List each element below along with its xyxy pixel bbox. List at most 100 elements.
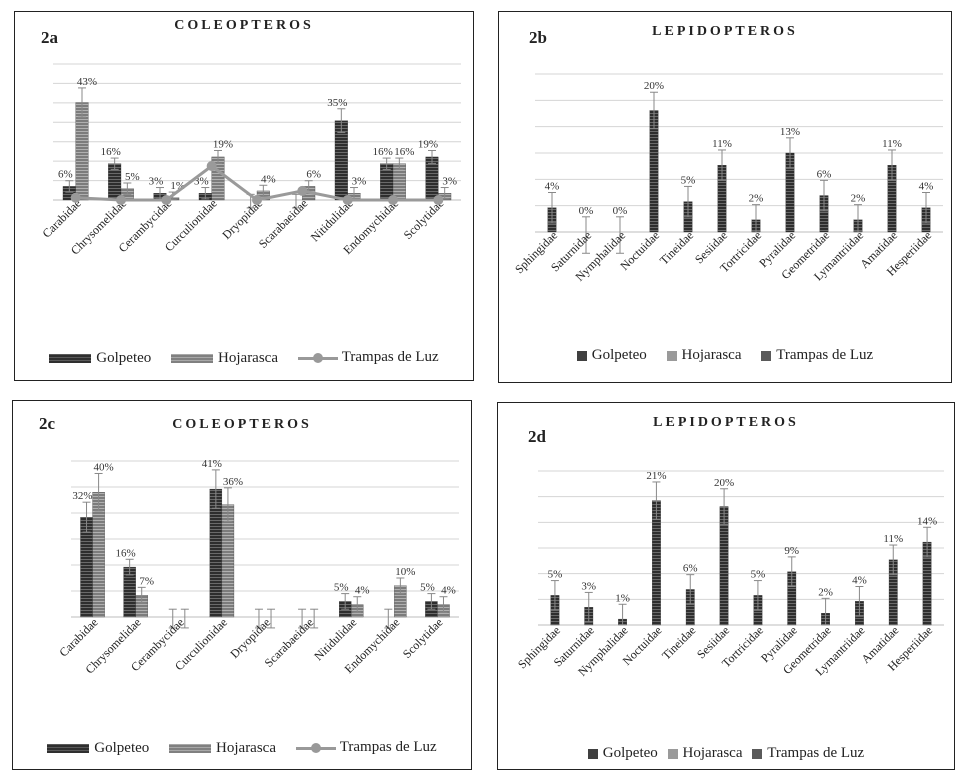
legend-swatch-hojarasca xyxy=(667,748,678,759)
legend-swatch-trampas xyxy=(295,742,336,753)
legend-label: Hojarasca xyxy=(681,347,742,363)
category-label: Scarabaeidae xyxy=(256,196,311,251)
legend-label: Hojarasca xyxy=(218,349,278,366)
data-label: 32% xyxy=(72,490,92,502)
data-label: 2% xyxy=(851,193,866,205)
data-label: 20% xyxy=(714,477,734,489)
data-label: 11% xyxy=(712,138,732,150)
data-label: 5% xyxy=(681,174,696,186)
chart-title: LEPIDOPTEROS xyxy=(652,24,798,39)
series-point xyxy=(206,161,217,171)
data-label: 11% xyxy=(883,533,903,545)
chart-panel-2b: 2b LEPIDOPTEROS 4% Sphingidae 0% Saturnidae… xyxy=(498,11,952,383)
data-label: 14% xyxy=(917,515,937,527)
category-label: Carabidae xyxy=(39,196,83,240)
legend-item-trampas: Trampas de Luz xyxy=(295,739,437,756)
legend-label: Golpeteo xyxy=(591,347,647,363)
legend-label: Trampas de Luz xyxy=(339,739,437,755)
legend-item-trampas: Trampas de Luz xyxy=(752,745,864,762)
data-label: 36% xyxy=(223,476,243,488)
legend-label: Hojarasca xyxy=(216,739,276,756)
data-label: 6% xyxy=(683,563,698,575)
legend-label: Trampas de Luz xyxy=(767,745,865,761)
data-label: 4% xyxy=(355,585,370,597)
legend-swatch-golpeteo xyxy=(576,350,587,361)
legend-swatch-golpeteo xyxy=(47,743,90,753)
data-label: 16% xyxy=(116,547,136,559)
data-label: 3% xyxy=(352,176,367,188)
legend-item-trampas: Trampas de Luz xyxy=(761,347,873,364)
chart-plot: 5%Sphingidae3%Saturnidae1%Nymphalidae21%… xyxy=(515,470,944,679)
legend-swatch-trampas xyxy=(752,748,763,759)
data-label: 3% xyxy=(194,176,209,188)
legend-label: Trampas de Luz xyxy=(341,349,439,365)
data-label: 5% xyxy=(548,569,563,581)
data-label: 2% xyxy=(749,193,764,205)
legend-item-hojarasca: Hojarasca xyxy=(666,347,742,364)
data-label: 16% xyxy=(394,146,414,158)
data-label: 43% xyxy=(77,76,97,88)
category-label: Scolytidae xyxy=(400,615,446,661)
legend-item-trampas: Trampas de Luz xyxy=(297,349,439,366)
data-label: 3% xyxy=(442,176,457,188)
panel-label: 2b xyxy=(529,28,547,47)
data-label: 0% xyxy=(613,205,628,217)
category-label: Carabidae xyxy=(56,615,100,659)
legend-item-hojarasca: Hojarasca xyxy=(169,740,276,757)
chart-plot: 4%Sphingidae0%Saturnidae0%Nymphalidae20%… xyxy=(512,73,943,284)
data-label: 7% xyxy=(139,575,154,587)
series-point xyxy=(161,195,172,205)
data-label: 5% xyxy=(334,582,349,594)
series-point xyxy=(116,195,126,205)
chart-plot: 32%40%Carabidae16%7%ChrysomelidaeCeramby… xyxy=(56,458,459,676)
data-label: 9% xyxy=(784,545,799,557)
legend-label: Golpeteo xyxy=(96,349,152,366)
legend-item-hojarasca: Hojarasca xyxy=(171,350,278,367)
data-label: 19% xyxy=(418,138,438,150)
legend-swatch-hojarasca xyxy=(666,350,677,361)
data-label: 0% xyxy=(579,205,594,217)
legend-swatch-trampas xyxy=(761,350,772,361)
data-label: 5% xyxy=(420,582,435,594)
data-label: 4% xyxy=(852,575,867,587)
data-label: 4% xyxy=(261,173,276,185)
data-label: 4% xyxy=(919,181,934,193)
category-label: Tineidae xyxy=(659,623,698,662)
category-label: Tineidae xyxy=(657,228,696,267)
legend-swatch-hojarasca xyxy=(171,353,214,363)
legend-item-golpeteo: Golpeteo xyxy=(47,740,149,757)
data-label: 6% xyxy=(58,169,73,181)
panel-label: 2d xyxy=(528,427,546,446)
series-point xyxy=(297,185,308,196)
legend-label: Golpeteo xyxy=(602,745,658,761)
chart-title: COLEOPTEROS xyxy=(174,18,314,33)
legend-label: Trampas de Luz xyxy=(776,347,874,363)
data-label: 21% xyxy=(646,470,666,482)
data-label: 20% xyxy=(644,80,664,92)
data-label: 13% xyxy=(780,126,800,138)
series-point xyxy=(342,195,353,205)
panel-label: 2c xyxy=(39,414,56,433)
legend-swatch-trampas xyxy=(297,352,338,363)
legend-swatch-golpeteo xyxy=(587,748,598,759)
legend-swatch-hojarasca xyxy=(169,743,212,753)
data-label: 6% xyxy=(306,169,321,181)
legend-label: Hojarasca xyxy=(682,745,743,761)
chart-legend: Golpeteo Hojarasca Trampas de Luz xyxy=(499,347,951,366)
chart-panel-2c: 2c COLEOPTEROS 32% 40% Carabidae 16% 7% Chrys… xyxy=(12,400,472,770)
legend-item-golpeteo: Golpeteo xyxy=(587,745,658,762)
legend-label: Golpeteo xyxy=(94,739,150,756)
data-label: 16% xyxy=(373,146,393,158)
data-label: 1% xyxy=(615,592,630,604)
series-point xyxy=(388,195,398,205)
data-label: 40% xyxy=(94,461,114,473)
series-point xyxy=(252,195,262,205)
data-label: 3% xyxy=(581,580,596,592)
chart-panel-2a: 2a COLEOPTEROS 6% 43% Carabidae 16% 5% Chryso… xyxy=(14,11,474,381)
data-label: 19% xyxy=(213,138,233,150)
panel-label: 2a xyxy=(41,28,58,47)
chart-title: COLEOPTEROS xyxy=(172,417,312,432)
legend-item-hojarasca: Hojarasca xyxy=(667,745,743,762)
data-label: 11% xyxy=(882,138,902,150)
